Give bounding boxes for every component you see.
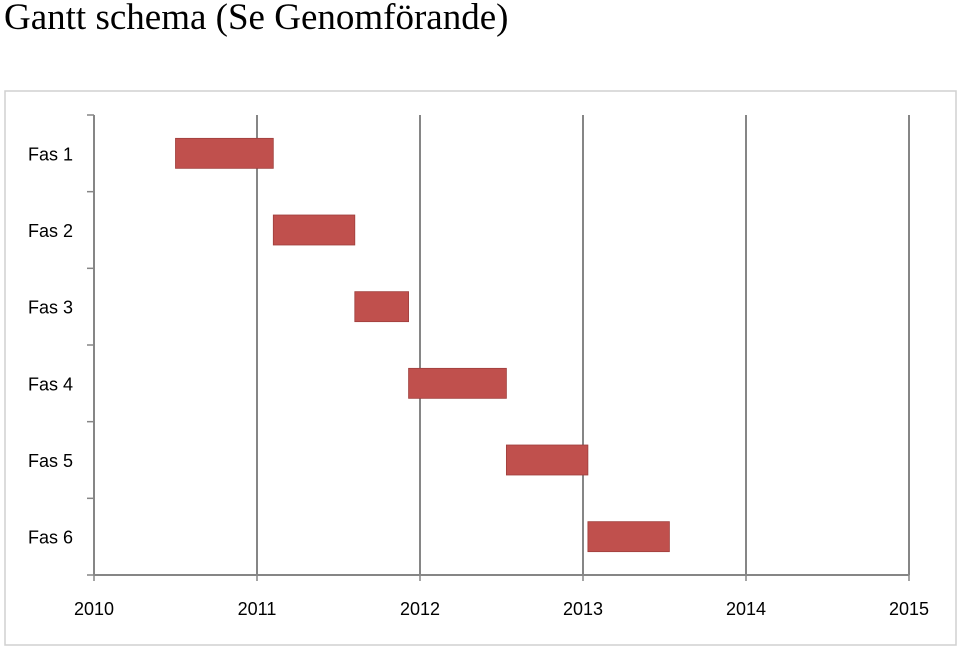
- y-tick-label-fas-3: Fas 3: [28, 298, 73, 318]
- bar-fas-6: [587, 521, 670, 553]
- bar-fas-2: [272, 214, 356, 246]
- y-tick-label-fas-5: Fas 5: [28, 451, 73, 471]
- y-tick-label-fas-1: Fas 1: [28, 144, 73, 164]
- x-tick-label-2013: 2013: [563, 599, 603, 619]
- y-tick-label-fas-2: Fas 2: [28, 221, 73, 241]
- x-tick-label-2014: 2014: [726, 599, 766, 619]
- bar-fas-1: [175, 137, 274, 169]
- x-tick-label-2015: 2015: [889, 599, 929, 619]
- x-tick-label-2010: 2010: [74, 599, 114, 619]
- bar-fas-4: [408, 367, 507, 399]
- x-tick-label-2011: 2011: [238, 599, 277, 619]
- chart-title: Gantt schema (Se Genomförande): [4, 0, 509, 38]
- bar-fas-5: [505, 444, 589, 476]
- chart-frame: [4, 90, 957, 646]
- x-tick-label-2012: 2012: [400, 599, 440, 619]
- y-tick-label-fas-4: Fas 4: [28, 374, 73, 394]
- y-tick-label-fas-6: Fas 6: [28, 528, 73, 548]
- bar-fas-3: [354, 291, 409, 323]
